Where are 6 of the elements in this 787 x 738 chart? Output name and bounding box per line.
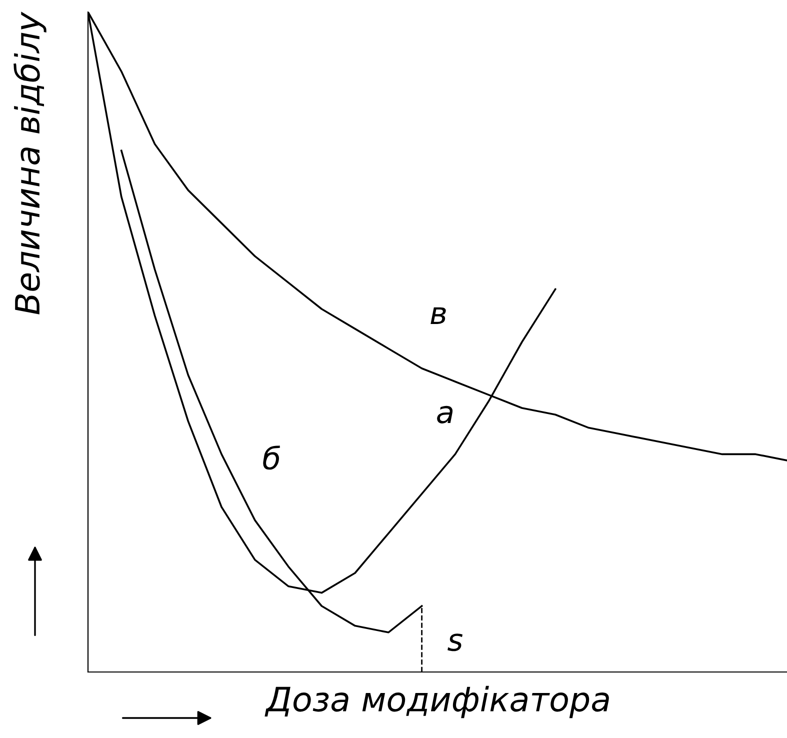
series-label: б (263, 445, 280, 470)
series-label: в (430, 307, 446, 324)
x-axis-title: Доза модифікатора (264, 686, 609, 718)
y-axis-title: Величина відбілу (14, 12, 46, 314)
series-label: а (437, 406, 453, 424)
annotation: s (448, 634, 463, 652)
